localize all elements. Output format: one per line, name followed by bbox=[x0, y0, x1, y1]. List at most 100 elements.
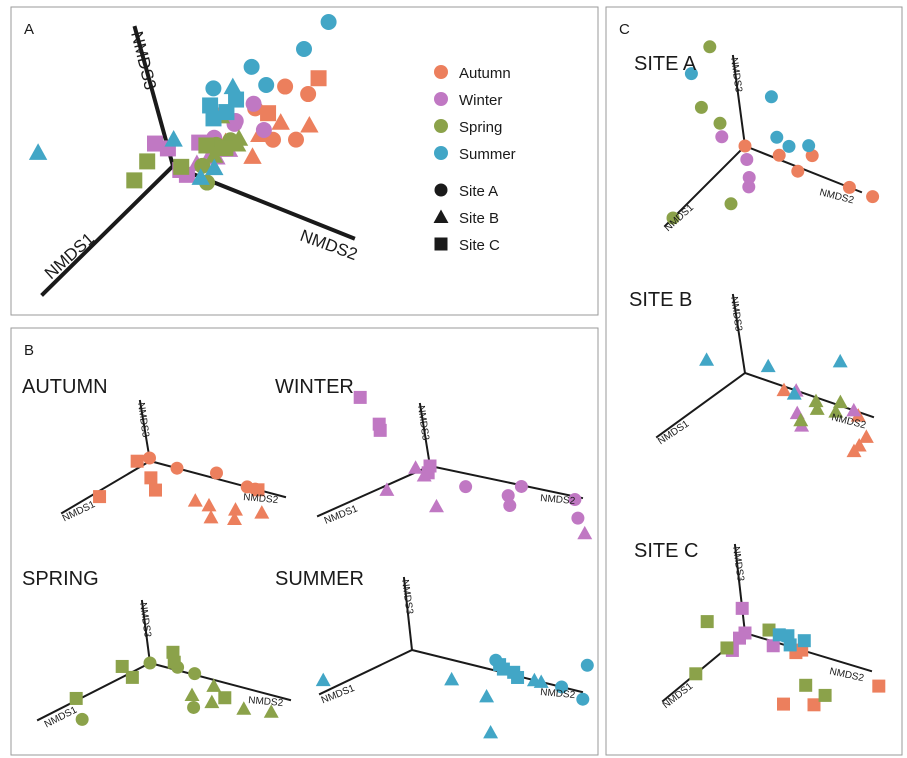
plot-6-point-5 bbox=[842, 180, 856, 194]
plot-5-point-12 bbox=[479, 688, 495, 703]
plot-2-point-3 bbox=[210, 466, 223, 480]
plot-7-point-18 bbox=[786, 386, 802, 400]
plot-4-point-11 bbox=[218, 691, 232, 705]
plot-2-point-10 bbox=[251, 483, 265, 497]
plot-6-point-10 bbox=[742, 180, 756, 194]
plot-5-point-3 bbox=[555, 680, 569, 694]
plot-1-point-15 bbox=[245, 95, 262, 112]
legend-site-circle-marker bbox=[434, 183, 448, 197]
plot-5-point-10 bbox=[533, 674, 549, 688]
plot-5-zlabel: NMDS3 bbox=[399, 579, 415, 616]
panel-b-frame bbox=[10, 327, 599, 756]
plot-4-point-1 bbox=[143, 656, 157, 670]
plot-5-point-13 bbox=[483, 724, 499, 739]
plot-8-point-8 bbox=[733, 631, 746, 645]
plot-7-axis-nmds1 bbox=[655, 371, 747, 439]
plot-3-xlabel: NMDS1 bbox=[323, 503, 360, 526]
plot-8-subtitle: SITE C bbox=[634, 540, 698, 562]
plot-4-point-8 bbox=[115, 659, 129, 673]
plot-4-subtitle: SPRING bbox=[22, 568, 99, 590]
plot-1-axis-nmds1 bbox=[40, 163, 176, 297]
plot-1-point-54 bbox=[205, 158, 224, 176]
plot-7-point-4 bbox=[776, 382, 792, 397]
plot-1-point-1 bbox=[28, 143, 48, 160]
plot-2-axis-nmds1 bbox=[60, 459, 152, 515]
plot-8-xlabel: NMDS1 bbox=[661, 681, 696, 711]
plot-1-point-5 bbox=[277, 78, 294, 95]
plot-7-point-14 bbox=[809, 401, 825, 415]
plot-7-point-16 bbox=[760, 358, 776, 373]
plot-8-point-12 bbox=[700, 615, 714, 629]
panel-label-c: C bbox=[619, 21, 630, 38]
plot-3-axis-nmds1 bbox=[316, 464, 432, 518]
plot-7-point-13 bbox=[793, 412, 809, 427]
plot-3-point-12 bbox=[577, 525, 593, 540]
plot-3-point-2 bbox=[501, 489, 515, 503]
plot-7-point-5 bbox=[846, 443, 862, 458]
plot-8-point-11 bbox=[762, 623, 776, 637]
plot-4-point-10 bbox=[69, 691, 83, 705]
plot-5-point-2 bbox=[576, 692, 590, 706]
plot-3-zlabel: NMDS3 bbox=[415, 405, 431, 442]
plot-8-point-5 bbox=[872, 679, 886, 693]
plot-1-point-37 bbox=[217, 140, 234, 157]
plot-6-point-18 bbox=[770, 130, 784, 144]
plot-3-point-4 bbox=[568, 493, 582, 506]
plot-1-point-52 bbox=[223, 77, 242, 95]
plot-1-point-47 bbox=[202, 97, 219, 114]
plot-3-point-16 bbox=[416, 468, 432, 482]
plot-6-point-9 bbox=[742, 171, 756, 184]
plot-6-point-12 bbox=[694, 100, 708, 114]
legend-spring-marker bbox=[434, 119, 448, 133]
plot-5-point-1 bbox=[580, 658, 594, 672]
plot-6-point-14 bbox=[724, 197, 738, 211]
plot-1-point-46 bbox=[320, 14, 337, 30]
plot-6-point-6 bbox=[866, 190, 880, 204]
plot-6-point-16 bbox=[684, 67, 698, 81]
plot-6-point-15 bbox=[666, 211, 680, 225]
panel-c-frame bbox=[605, 6, 903, 756]
plot-8-point-20 bbox=[783, 638, 797, 652]
plot-2-point-1 bbox=[143, 451, 156, 465]
plot-2-subtitle: AUTUMN bbox=[22, 376, 108, 398]
plot-1-point-42 bbox=[243, 58, 260, 75]
plot-7-axis-nmds3 bbox=[731, 293, 747, 375]
plot-3-point-15 bbox=[379, 482, 395, 496]
plot-1-point-44 bbox=[258, 77, 275, 94]
plot-7-point-2 bbox=[858, 429, 874, 443]
plot-4-axis-nmds3 bbox=[140, 599, 152, 665]
plot-4-zlabel: NMDS3 bbox=[137, 602, 153, 639]
plot-3-point-13 bbox=[429, 498, 444, 513]
plot-3-point-6 bbox=[503, 499, 517, 513]
plot-2-point-11 bbox=[228, 502, 243, 516]
plot-1-point-36 bbox=[173, 158, 190, 175]
plot-4-point-5 bbox=[75, 712, 89, 726]
plot-2-zlabel: NMDS3 bbox=[135, 402, 151, 439]
plot-1-point-53 bbox=[191, 168, 210, 185]
plot-1-point-11 bbox=[271, 113, 290, 130]
plot-6-point-8 bbox=[740, 153, 754, 166]
plot-8-point-19 bbox=[797, 634, 811, 648]
plot-4-point-16 bbox=[263, 704, 279, 718]
plot-8-point-6 bbox=[735, 601, 749, 615]
plot-1-point-48 bbox=[205, 110, 222, 127]
plot-1-point-51 bbox=[164, 130, 183, 147]
plot-5-xlabel: NMDS1 bbox=[320, 683, 357, 706]
legend-summer-label: Summer bbox=[459, 146, 516, 163]
plot-4-point-15 bbox=[236, 701, 252, 715]
plot-6-point-4 bbox=[805, 149, 819, 163]
plot-1-point-9 bbox=[260, 105, 277, 122]
plot-4-point-14 bbox=[204, 694, 220, 709]
plot-2-point-16 bbox=[187, 493, 203, 507]
plot-8-point-9 bbox=[766, 639, 780, 653]
plot-1-zlabel: NMDS3 bbox=[127, 29, 160, 91]
plot-8-point-16 bbox=[818, 688, 832, 702]
legend-spring-label: Spring bbox=[459, 119, 502, 136]
plot-6-point-17 bbox=[764, 90, 778, 104]
plot-5-point-11 bbox=[444, 671, 460, 686]
plot-1-point-33 bbox=[198, 137, 215, 154]
legend-winter-label: Winter bbox=[459, 92, 502, 109]
plot-5-point-14 bbox=[315, 672, 331, 687]
plot-8-ylabel: NMDS2 bbox=[828, 666, 865, 684]
plot-6-axis-nmds3 bbox=[731, 54, 747, 148]
